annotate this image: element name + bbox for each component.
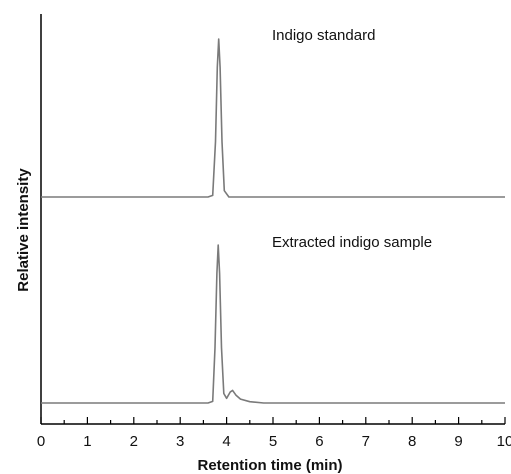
series-line-1 (41, 244, 505, 404)
y-axis-title: Relative intensity (15, 168, 32, 292)
annotation-extracted-indigo-sample: Extracted indigo sample (272, 234, 432, 251)
x-tick-label: 1 (83, 433, 91, 450)
axes (40, 14, 505, 425)
x-tick-label: 2 (130, 433, 138, 450)
x-tick-label: 7 (362, 433, 370, 450)
annotation-indigo-standard: Indigo standard (272, 27, 375, 44)
x-tick-label: 5 (269, 433, 277, 450)
x-tick-label: 8 (408, 433, 416, 450)
series-group (41, 38, 505, 404)
x-tick-label: 3 (176, 433, 184, 450)
x-tick-label: 0 (37, 433, 45, 450)
x-tick-label: 10 (497, 433, 511, 450)
x-tick-label: 9 (454, 433, 462, 450)
x-ticks: 0 1 2 3 4 5 6 7 8 9 10 (37, 417, 511, 450)
x-tick-label: 6 (315, 433, 323, 450)
series-line-0 (41, 38, 505, 198)
x-tick-label: 4 (222, 433, 230, 450)
x-axis-title: Retention time (min) (198, 457, 343, 474)
